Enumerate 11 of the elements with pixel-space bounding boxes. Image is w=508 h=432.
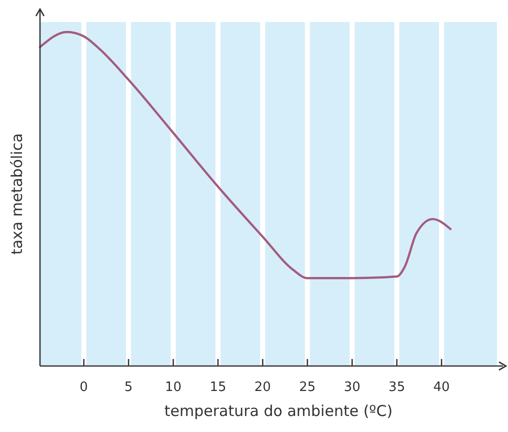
x-tick-label: 30	[344, 380, 360, 395]
x-tick-label: 20	[254, 380, 271, 395]
x-tick-label: 5	[124, 380, 133, 395]
x-tick-label: 15	[210, 380, 226, 395]
y-axis-title: taxa metabólica	[8, 133, 26, 255]
x-tick-label: 0	[80, 380, 88, 395]
x-tick-label: 10	[164, 380, 182, 395]
x-tick-label: 25	[299, 380, 316, 395]
x-axis-title: temperatura do ambiente (ºC)	[164, 402, 393, 420]
x-tick-label: 40	[433, 380, 450, 395]
x-tick-label: 35	[388, 380, 406, 395]
